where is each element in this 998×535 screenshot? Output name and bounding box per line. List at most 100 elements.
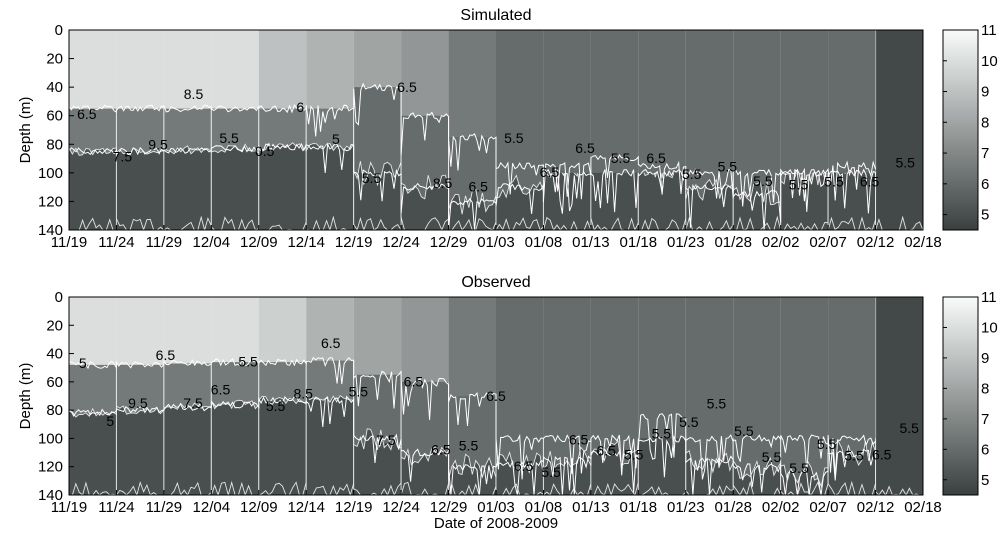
contour-label: 5.5 — [762, 449, 782, 465]
colorbar-tick-label: 9 — [981, 84, 989, 101]
contour-label: 5.5 — [504, 130, 524, 146]
contour-label: 5 — [106, 413, 114, 429]
contour-label: 5.5 — [844, 448, 864, 464]
layer-surface-mixed-layer-segment — [211, 30, 259, 109]
contour-label: 6.5 — [540, 164, 560, 180]
panel-simulated: 6.5 7.5 9.5 8.5 5.5 0.5 6 5 5.5 6.5 8.5 6.5 5.5 6.5 6.… — [17, 7, 998, 251]
y-tick-label: 140 — [38, 487, 63, 504]
contour-label: 5.5 — [362, 170, 382, 186]
layer-surface-mixed-layer-segment — [258, 297, 307, 363]
contour-label: 8.5 — [433, 175, 453, 191]
colorbar-tick-label: 6 — [981, 441, 989, 458]
colorbar-tick-label: 9 — [981, 350, 989, 367]
contour-label: 5.5 — [753, 173, 773, 189]
contour-label: 5.5 — [824, 174, 844, 190]
contour-label: 5.5 — [238, 354, 258, 370]
x-tick-label: 12/19 — [335, 499, 373, 516]
y-tick-label: 80 — [46, 136, 63, 153]
x-tick-label: 12/09 — [240, 234, 278, 251]
x-tick-label: 11/19 — [51, 234, 87, 251]
contour-label: 5.5 — [789, 460, 809, 476]
layer-surface-mixed-layer-segment — [780, 297, 829, 439]
colorbar-tick-label: 10 — [981, 53, 998, 70]
contour-line — [68, 142, 877, 231]
x-tick-label: 12/24 — [382, 234, 420, 251]
contour-label: 6.5 — [156, 347, 176, 363]
contour-label: 5.5 — [266, 398, 286, 414]
x-tick-label: 01/08 — [525, 499, 563, 516]
contour-label: 9.5 — [148, 137, 168, 153]
contour-label: 5.5 — [718, 158, 738, 174]
x-tick-label: 02/12 — [857, 499, 895, 516]
layer-surface-mixed-layer-segment — [638, 297, 686, 439]
contour-label: 5.5 — [734, 423, 754, 439]
layer-deep-water-segment — [875, 29, 924, 231]
layer-surface-mixed-layer-segment — [685, 297, 734, 439]
panel-title: Simulated — [460, 7, 531, 24]
contour-label: 7.5 — [113, 148, 133, 164]
x-tick-label: 02/07 — [809, 234, 847, 251]
contour-line — [68, 356, 876, 480]
y-tick-label: 40 — [46, 346, 63, 363]
x-tick-label: 01/13 — [572, 234, 610, 251]
x-tick-label: 01/03 — [477, 234, 515, 251]
contour-label: 6.5 — [486, 388, 506, 404]
x-tick-label: 01/28 — [714, 234, 752, 251]
x-tick-label: 01/18 — [620, 234, 658, 251]
layer-surface-mixed-layer-segment — [780, 30, 829, 173]
layer-surface-mixed-layer-segment — [163, 30, 212, 109]
colorbar-tick-label: 11 — [981, 22, 997, 39]
layer-surface-mixed-layer-segment — [448, 297, 496, 396]
colorbar — [942, 296, 979, 496]
layer-surface-mixed-layer-segment — [116, 297, 164, 365]
contour-label: 9.5 — [128, 395, 148, 411]
layer-surface-mixed-layer-segment — [448, 30, 496, 138]
x-tick-label: 02/07 — [809, 499, 847, 516]
x-tick-label: 12/29 — [430, 234, 468, 251]
x-tick-label: 01/28 — [714, 499, 752, 516]
contour-label: 5.5 — [707, 396, 727, 412]
y-tick-label: 0 — [55, 22, 63, 39]
layer-surface-mixed-layer-segment — [353, 30, 402, 88]
x-tick-label: 12/04 — [193, 499, 231, 516]
layer-surface-mixed-layer-segment — [828, 297, 876, 439]
layer-surface-mixed-layer-segment — [590, 297, 639, 439]
layer-surface-mixed-layer-segment — [733, 30, 781, 173]
x-tick-label: 12/29 — [430, 499, 468, 516]
layer-surface-mixed-layer-segment — [306, 297, 354, 361]
contour-label: 6.5 — [860, 173, 880, 189]
contour-label: 6.5 — [397, 79, 417, 95]
contour-label: 5.5 — [895, 155, 915, 171]
layer-surface-mixed-layer-segment — [258, 30, 307, 109]
contour-label: 6.5 — [468, 178, 488, 194]
x-tick-label: 01/03 — [477, 499, 515, 516]
colorbar-tick-label: 5 — [981, 472, 989, 489]
contour-label: 5 — [332, 131, 340, 147]
x-tick-label: 02/02 — [762, 499, 800, 516]
panels: 6.5 7.5 9.5 8.5 5.5 0.5 6 5 5.5 6.5 8.5 6.5 5.5 6.5 6.… — [17, 7, 998, 516]
x-tick-label: 01/18 — [620, 499, 658, 516]
y-tick-label: 40 — [46, 79, 63, 96]
y-tick-label: 100 — [38, 165, 63, 182]
contour-label: 6 — [296, 99, 304, 115]
x-tick-label: 12/24 — [382, 499, 420, 516]
contour-label: 5.5 — [459, 438, 479, 454]
layer-surface-mixed-layer-segment — [69, 297, 117, 365]
contour-line — [68, 82, 876, 214]
layer-surface-mixed-layer-segment — [733, 297, 781, 439]
layer-surface-mixed-layer-segment — [590, 30, 639, 173]
figure-x-axis-label: Date of 2008-2009 — [434, 515, 558, 532]
layer-deep-water-segment — [875, 296, 924, 496]
y-tick-label: 120 — [38, 193, 63, 210]
contour-label: 6.5 — [575, 140, 595, 156]
colorbar — [942, 29, 979, 231]
layer-surface-mixed-layer-segment — [496, 297, 544, 439]
contour-label: 5.5 — [682, 166, 702, 182]
x-tick-label: 02/12 — [857, 234, 895, 251]
panel-observed: 5 5 9.5 6.5 7.5 6.5 5.5 5.5 8.5 6.5 5.5 7.5 6.5 6.5 5.… — [17, 274, 998, 516]
y-tick-label: 0 — [55, 289, 63, 306]
x-tick-label: 11/24 — [98, 234, 134, 251]
x-tick-label: 01/23 — [667, 499, 705, 516]
colorbar-tick-label: 8 — [981, 380, 989, 397]
